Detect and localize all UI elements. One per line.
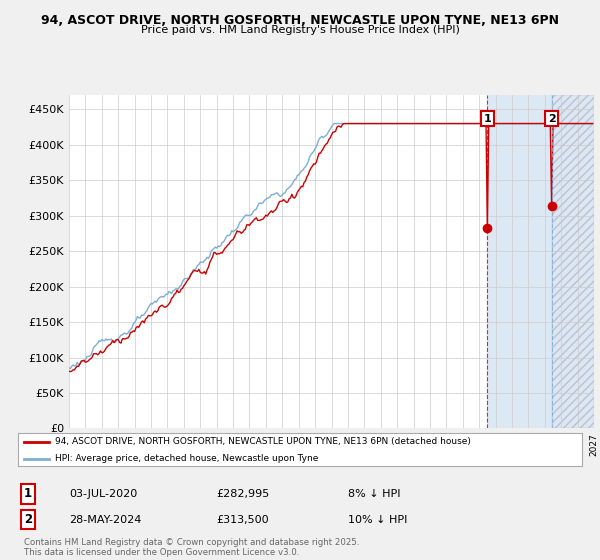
Text: 1: 1 [484,114,491,124]
Text: Contains HM Land Registry data © Crown copyright and database right 2025.
This d: Contains HM Land Registry data © Crown c… [24,538,359,557]
Text: 8% ↓ HPI: 8% ↓ HPI [348,489,401,499]
Text: £282,995: £282,995 [216,489,269,499]
Text: 28-MAY-2024: 28-MAY-2024 [69,515,142,525]
Text: 10% ↓ HPI: 10% ↓ HPI [348,515,407,525]
Text: 94, ASCOT DRIVE, NORTH GOSFORTH, NEWCASTLE UPON TYNE, NE13 6PN (detached house): 94, ASCOT DRIVE, NORTH GOSFORTH, NEWCAST… [55,437,470,446]
Text: £313,500: £313,500 [216,515,269,525]
Text: 1: 1 [24,487,32,501]
Text: 2: 2 [24,513,32,526]
Bar [551,95,594,428]
Text: HPI: Average price, detached house, Newcastle upon Tyne: HPI: Average price, detached house, Newc… [55,454,318,463]
Bar [551,95,594,428]
Text: 03-JUL-2020: 03-JUL-2020 [69,489,137,499]
Text: 2: 2 [548,114,556,124]
Bar [487,95,551,428]
Text: 94, ASCOT DRIVE, NORTH GOSFORTH, NEWCASTLE UPON TYNE, NE13 6PN: 94, ASCOT DRIVE, NORTH GOSFORTH, NEWCAST… [41,14,559,27]
Text: Price paid vs. HM Land Registry's House Price Index (HPI): Price paid vs. HM Land Registry's House … [140,25,460,35]
